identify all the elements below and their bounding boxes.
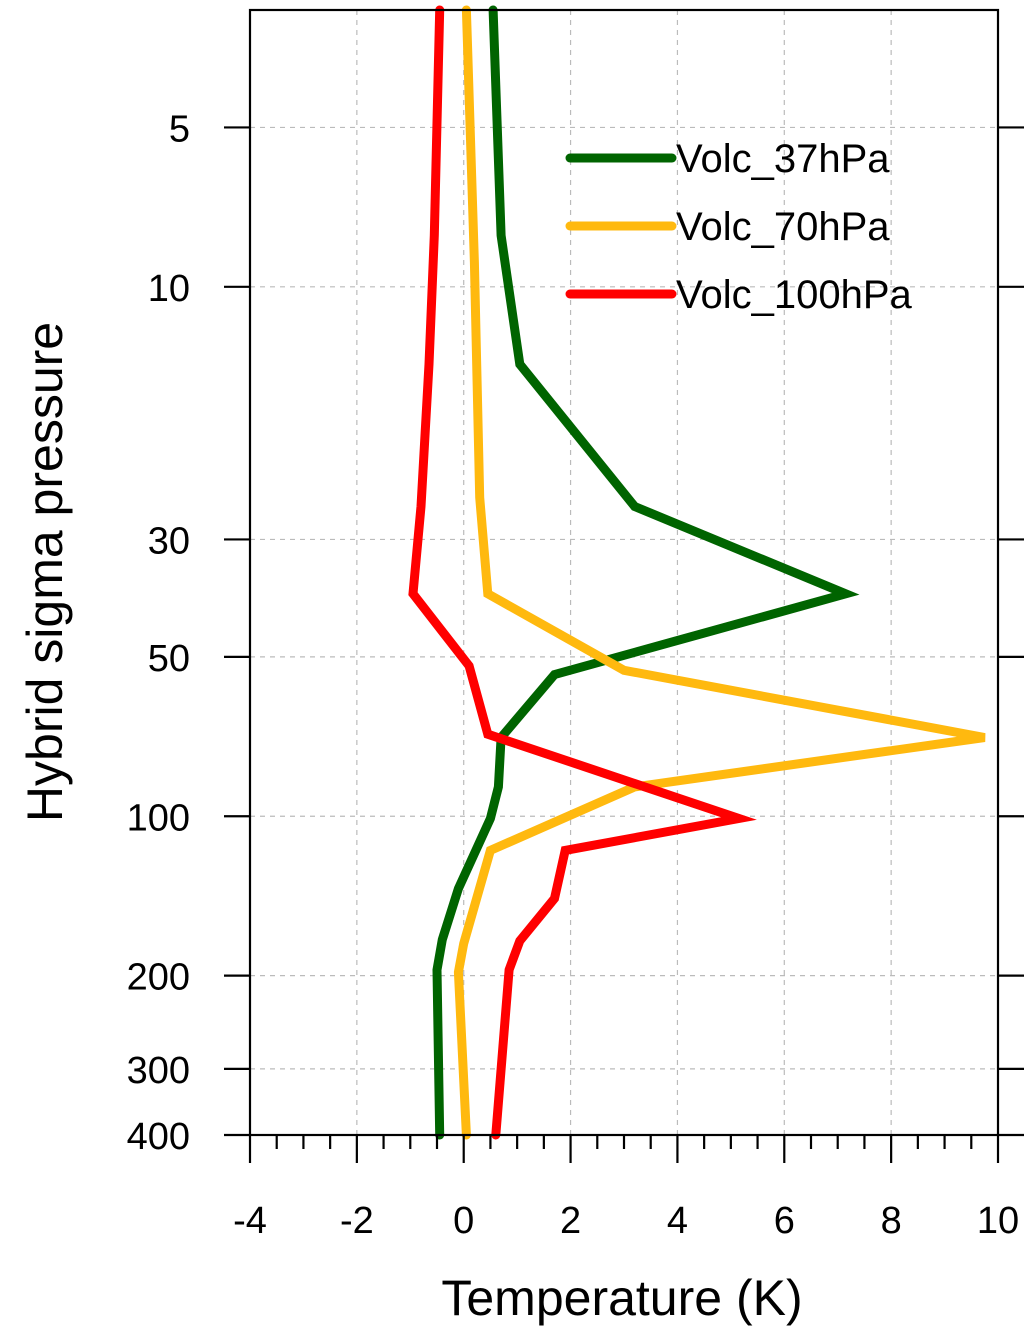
y-tick-label: 300 [127, 1050, 190, 1092]
legend-label: Volc_100hPa [676, 273, 913, 317]
y-tick-label: 400 [127, 1116, 190, 1158]
tick-labels: -4 -2 0 2 4 6 8 10 5 10 30 50 100 200 300 400 [127, 108, 1020, 1242]
legend: Volc_37hPa Volc_70hPa Volc_100hPa [565, 137, 913, 317]
y-tick-label: 50 [148, 638, 190, 680]
x-tick-label: 6 [774, 1200, 795, 1242]
x-tick-label: 10 [977, 1200, 1019, 1242]
x-tick-label: 4 [667, 1200, 688, 1242]
x-axis-title: Temperature (K) [441, 1270, 802, 1326]
x-tick-label: -4 [233, 1200, 267, 1242]
y-tick-label: 10 [148, 268, 190, 310]
x-tick-label: 2 [560, 1200, 581, 1242]
axis-ticks [224, 126, 1024, 1163]
y-tick-label: 100 [127, 797, 190, 839]
x-tick-label: 0 [453, 1200, 474, 1242]
x-tick-label: 8 [881, 1200, 902, 1242]
series-lines [408, 5, 986, 1140]
series-line-volc-100hpa [408, 5, 757, 1140]
y-axis-title: Hybrid sigma pressure [17, 322, 73, 822]
legend-label: Volc_37hPa [676, 137, 890, 181]
y-tick-label: 5 [169, 108, 190, 150]
legend-label: Volc_70hPa [676, 205, 890, 249]
y-tick-label: 200 [127, 957, 190, 999]
series-line-volc-70hpa [453, 5, 986, 1140]
x-tick-label: -2 [340, 1200, 374, 1242]
y-tick-label: 30 [148, 520, 190, 562]
